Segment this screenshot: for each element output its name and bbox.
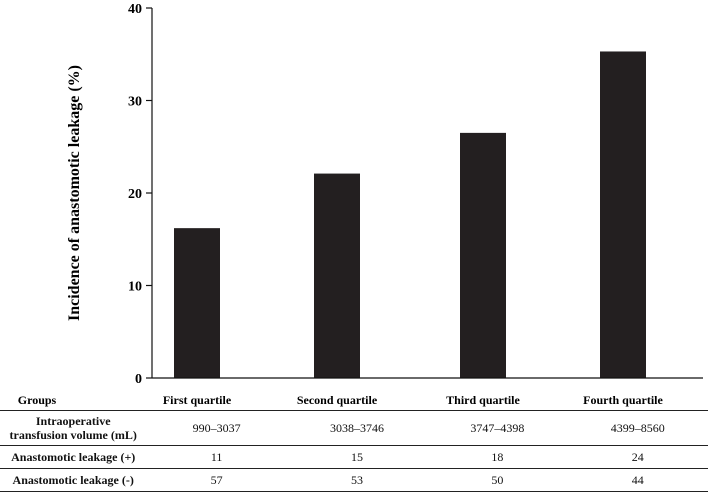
y-tick-label: 40 [128,2,142,17]
y-tick-label: 10 [128,280,142,295]
cell-neg-q2: 53 [286,468,428,492]
bar-2 [314,173,360,378]
row-label-transfusion-volume: Intraoperative transfusion volume (mL) [0,410,147,446]
cell-pos-q2: 15 [286,445,428,469]
row-label-line2: transfusion volume (mL) [9,428,137,442]
cell-volume-q4: 4399–8560 [567,410,708,446]
cell-pos-q4: 24 [567,445,708,469]
table-row-transfusion-volume: Intraoperative transfusion volume (mL) 9… [0,410,708,446]
y-tick-label: 30 [128,95,142,110]
row-label-leakage-positive: Anastomotic leakage (+) [0,445,147,469]
bar-3 [460,132,506,378]
cell-pos-q1: 11 [146,445,287,469]
category-label-4: Fourth quartile [583,393,663,407]
bars [174,51,646,378]
category-label-3: Third quartile [446,393,520,407]
y-tick-label: 20 [128,187,142,202]
y-axis-ticks: 0 10 20 30 40 [128,2,152,387]
row-label-leakage-negative: Anastomotic leakage (-) [0,468,147,492]
category-label-1: First quartile [163,393,232,407]
row-label-line1: Intraoperative [35,414,111,428]
category-label-2: Second quartile [297,393,378,407]
table-row-leakage-positive: Anastomotic leakage (+) 11 15 18 24 [0,445,708,469]
y-axis-label: Incidence of anastomotic leakage (%) [66,65,83,321]
bar-chart: Incidence of anastomotic leakage (%) 0 10… [18,2,703,407]
bar-1 [174,228,220,378]
cell-neg-q1: 57 [146,468,287,492]
cell-volume-q3: 3747–4398 [427,410,568,446]
cell-pos-q3: 18 [427,445,568,469]
groups-label: Groups [18,393,57,407]
bar-4 [600,51,646,378]
cell-volume-q1: 990–3037 [146,410,287,446]
cell-volume-q2: 3038–3746 [286,410,428,446]
cell-neg-q4: 44 [567,468,708,492]
cell-neg-q3: 50 [427,468,568,492]
category-labels: First quartile Second quartile Third quart… [163,393,664,407]
y-tick-label: 0 [135,372,142,387]
data-table: Intraoperative transfusion volume (mL) 9… [0,410,708,492]
table-row-leakage-negative: Anastomotic leakage (-) 57 53 50 44 [0,468,708,492]
